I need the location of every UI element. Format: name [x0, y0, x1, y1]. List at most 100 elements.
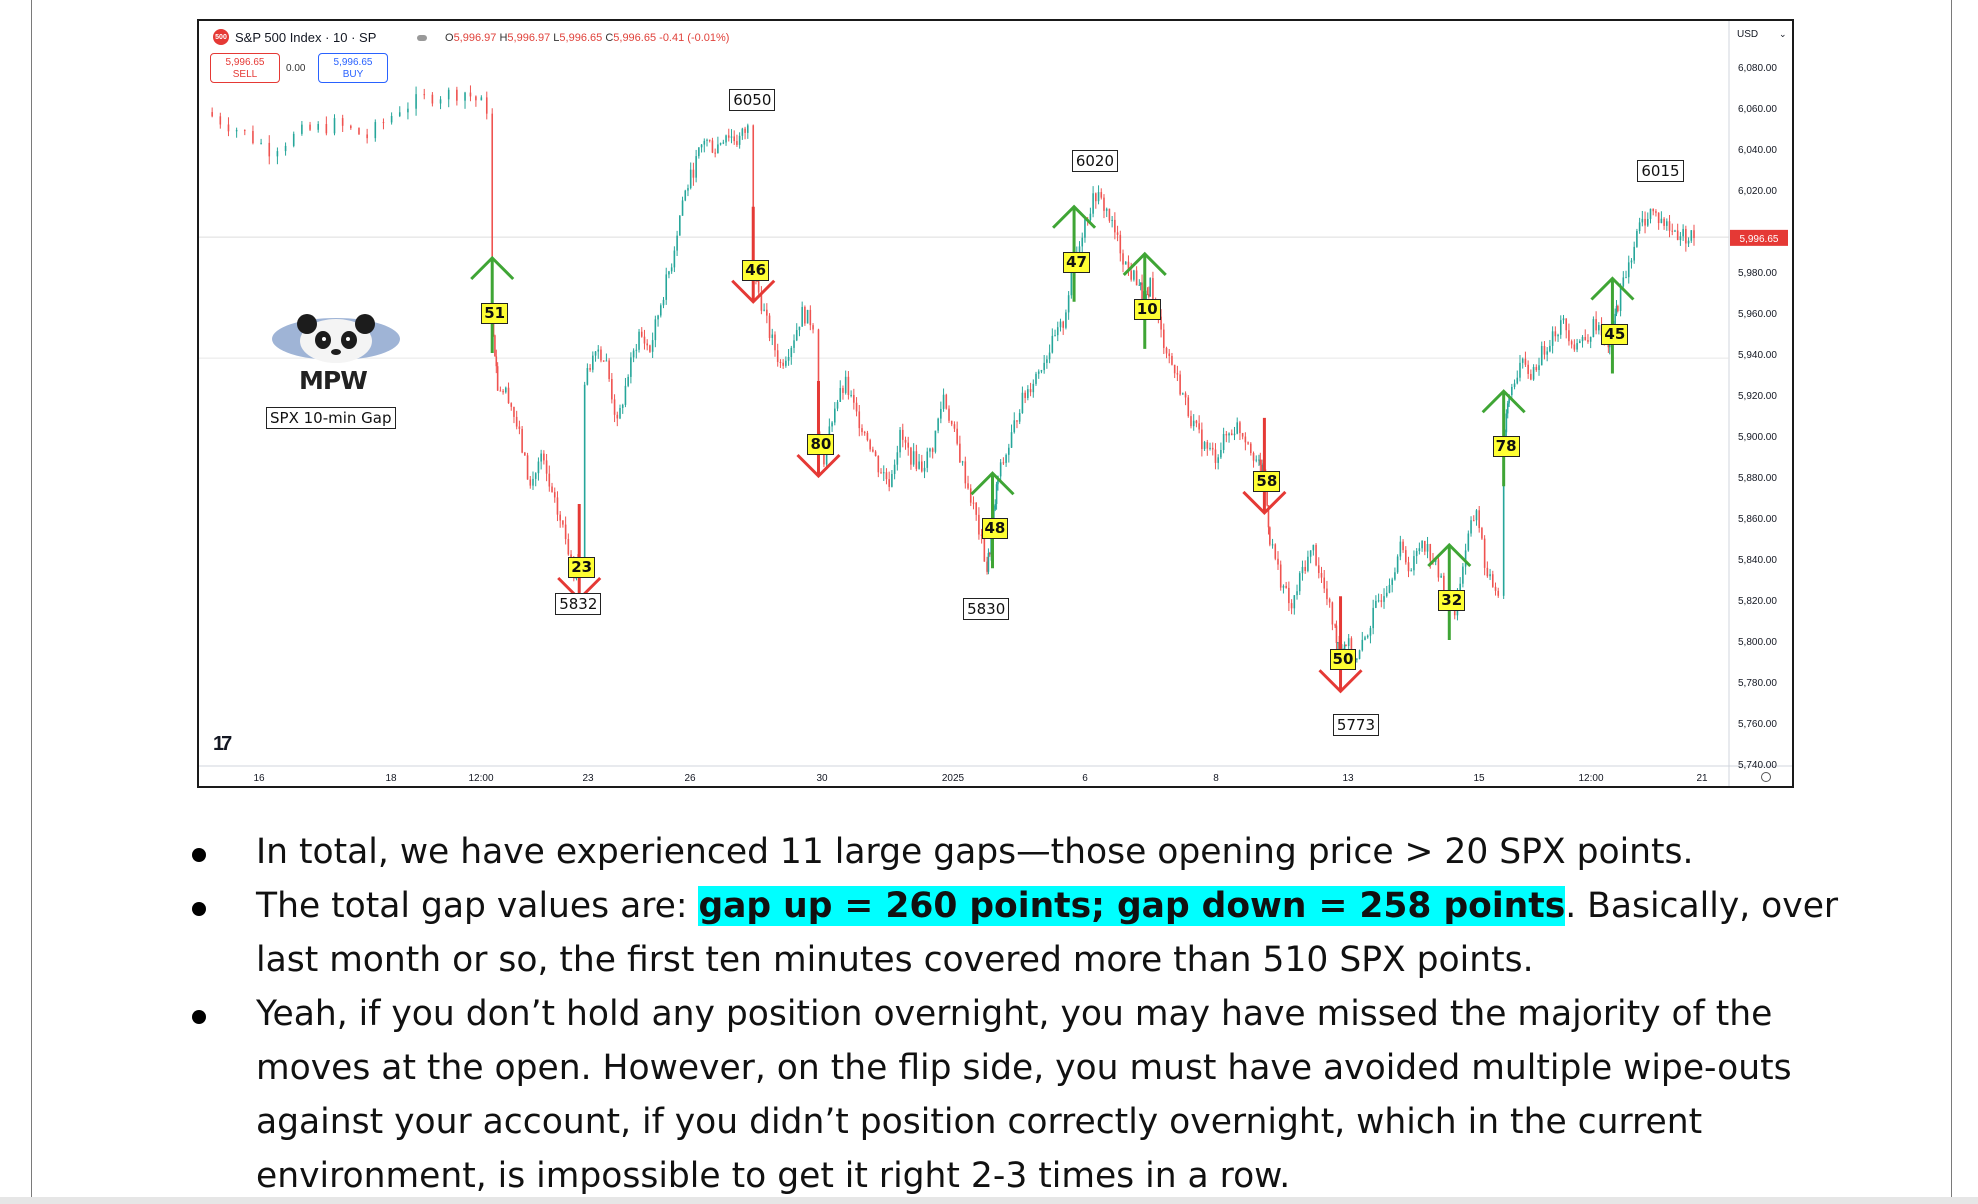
- price-bar: [1029, 382, 1032, 397]
- price-bar: [1497, 587, 1500, 598]
- price-bar: [869, 438, 871, 452]
- currency-selector[interactable]: USD: [1737, 29, 1759, 40]
- current-price-tag-text: 5,996.65: [1740, 234, 1779, 245]
- price-bar: [643, 329, 646, 350]
- price-bar: [1415, 548, 1418, 564]
- gap-down-arrow-icon: [1318, 596, 1363, 694]
- price-bar: [632, 348, 635, 363]
- price-bar: [1589, 336, 1592, 349]
- price-bar: [1530, 369, 1532, 381]
- price-bar: [793, 334, 795, 354]
- price-bar: [1244, 432, 1247, 451]
- price-bar: [689, 162, 692, 190]
- price-bar: [1139, 282, 1142, 291]
- price-bar: [537, 457, 540, 481]
- price-bar: [640, 327, 643, 338]
- price-bar: [1358, 649, 1361, 660]
- price-bar: [1328, 597, 1331, 608]
- price-bar: [260, 138, 262, 145]
- price-bar: [1165, 346, 1168, 359]
- price-bar: [1369, 625, 1372, 644]
- sell-button[interactable]: 5,996.65 SELL: [210, 53, 280, 83]
- chart-symbol-header[interactable]: 500 S&P 500 Index · 10 · SP: [213, 29, 376, 45]
- price-bar: [766, 303, 768, 324]
- price-bar: [896, 445, 899, 471]
- y-axis-tick-label: 5,800.00: [1738, 637, 1777, 648]
- price-bar: [899, 426, 901, 458]
- bullet-text: Yeah, if you don’t hold any position ove…: [256, 994, 1792, 1196]
- price-bar: [1472, 515, 1475, 522]
- price-bar: [684, 189, 687, 202]
- price-bar: [923, 460, 926, 479]
- low-value: 5,996.65: [559, 32, 603, 44]
- price-bar: [1633, 241, 1635, 264]
- price-bar: [1032, 379, 1035, 398]
- price-bar: [1320, 566, 1323, 583]
- price-bar: [1201, 422, 1203, 457]
- chevron-down-icon[interactable]: ⌄: [1779, 29, 1787, 39]
- price-bar: [757, 277, 760, 298]
- x-axis-tick-label: 12:00: [1578, 773, 1603, 784]
- price-bar: [1655, 209, 1657, 217]
- price-bar: [1646, 212, 1649, 227]
- bullet-text-prefix: The total gap values are:: [256, 886, 699, 926]
- price-bar: [638, 328, 640, 353]
- price-bar: [1388, 578, 1391, 594]
- price-level-label: 6050: [729, 88, 776, 111]
- price-bar: [1592, 316, 1595, 338]
- bullet-dot-icon: [192, 848, 206, 862]
- price-bar: [464, 91, 466, 109]
- price-bar: [551, 482, 553, 493]
- auto-scale-icon: [1761, 772, 1771, 782]
- price-bar: [950, 420, 953, 427]
- gap-down-arrow-icon: [796, 381, 841, 479]
- price-bar: [1304, 560, 1306, 574]
- price-bar: [1516, 370, 1519, 385]
- price-bar: [918, 453, 920, 470]
- gap-down-arrow-icon: [557, 504, 602, 602]
- price-bar: [1543, 341, 1546, 360]
- price-bar: [1615, 300, 1618, 317]
- price-bar: [499, 386, 502, 392]
- price-bar: [407, 102, 409, 120]
- price-bar: [1148, 286, 1150, 299]
- price-bar: [1377, 593, 1380, 603]
- price-bar: [562, 520, 564, 528]
- collapse-icon[interactable]: [417, 35, 427, 41]
- price-bar: [415, 86, 417, 116]
- price-bar: [515, 410, 518, 430]
- price-bar: [736, 134, 738, 147]
- price-bar: [774, 331, 776, 357]
- price-bar: [1293, 595, 1296, 615]
- price-bar: [1046, 355, 1048, 369]
- price-bar: [1649, 208, 1652, 224]
- price-bar: [1462, 562, 1464, 588]
- price-bar: [733, 130, 736, 145]
- gap-value-label: 48: [981, 518, 1009, 540]
- price-bar: [219, 112, 222, 129]
- price-bar: [910, 446, 912, 470]
- price-bar: [1559, 315, 1562, 339]
- price-bar: [708, 139, 711, 143]
- price-bar: [1021, 386, 1024, 414]
- price-bar: [1301, 560, 1304, 581]
- price-bar: [613, 394, 616, 423]
- price-bar: [790, 345, 793, 365]
- y-axis-tick-label: 6,080.00: [1738, 63, 1777, 74]
- price-bar: [1630, 258, 1633, 269]
- price-bar: [1538, 357, 1540, 376]
- price-bar: [1326, 580, 1328, 606]
- price-bar: [1059, 318, 1062, 332]
- price-bar: [1209, 442, 1211, 451]
- price-bar: [1568, 323, 1570, 346]
- price-bar: [1652, 208, 1655, 216]
- price-bar: [1540, 341, 1543, 366]
- y-axis-tick-label: 5,900.00: [1738, 432, 1777, 443]
- price-bar: [600, 346, 602, 363]
- price-bar: [809, 305, 812, 331]
- price-bar: [1467, 530, 1470, 552]
- price-bar: [760, 286, 763, 315]
- tradingview-logo-icon: 17: [213, 733, 232, 755]
- price-bar: [1084, 218, 1086, 243]
- buy-button[interactable]: 5,996.65 BUY: [318, 53, 388, 83]
